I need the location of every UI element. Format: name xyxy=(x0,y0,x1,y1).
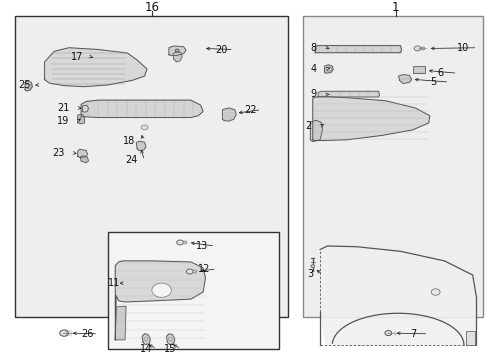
Text: 14: 14 xyxy=(140,344,152,354)
Text: 8: 8 xyxy=(310,43,316,53)
Polygon shape xyxy=(78,149,87,157)
Polygon shape xyxy=(222,108,236,121)
Circle shape xyxy=(60,330,68,336)
Polygon shape xyxy=(80,156,88,163)
Text: 23: 23 xyxy=(52,148,64,158)
Text: 17: 17 xyxy=(71,51,83,62)
Text: 24: 24 xyxy=(125,155,137,165)
Polygon shape xyxy=(82,105,88,112)
Text: 16: 16 xyxy=(144,1,159,14)
Polygon shape xyxy=(318,91,379,97)
Circle shape xyxy=(192,270,196,273)
Polygon shape xyxy=(115,306,126,340)
Text: 18: 18 xyxy=(122,135,135,145)
Text: 11: 11 xyxy=(108,278,120,288)
Circle shape xyxy=(141,125,148,130)
Circle shape xyxy=(413,46,420,51)
Bar xyxy=(412,66,425,72)
Polygon shape xyxy=(172,52,182,62)
Polygon shape xyxy=(320,246,475,345)
Text: 7: 7 xyxy=(409,329,416,339)
Circle shape xyxy=(186,269,193,274)
Polygon shape xyxy=(310,120,322,141)
Bar xyxy=(15,16,288,317)
Text: 3: 3 xyxy=(306,269,312,279)
Circle shape xyxy=(310,265,314,267)
Text: 4: 4 xyxy=(310,64,316,74)
Circle shape xyxy=(325,67,331,71)
Text: 21: 21 xyxy=(57,103,69,113)
Text: 5: 5 xyxy=(429,77,435,87)
Text: 19: 19 xyxy=(57,116,69,126)
Text: 9: 9 xyxy=(310,90,316,99)
Polygon shape xyxy=(166,334,174,345)
Text: 13: 13 xyxy=(195,241,207,251)
Circle shape xyxy=(152,283,171,297)
Text: 10: 10 xyxy=(456,43,468,53)
Bar xyxy=(108,232,278,349)
Circle shape xyxy=(168,338,172,341)
Text: 26: 26 xyxy=(81,329,93,339)
Circle shape xyxy=(420,47,424,50)
Polygon shape xyxy=(25,81,32,91)
Text: 1: 1 xyxy=(391,1,399,14)
Text: 22: 22 xyxy=(244,105,257,115)
Circle shape xyxy=(430,289,439,295)
Polygon shape xyxy=(142,334,150,345)
Text: 25: 25 xyxy=(19,80,31,90)
Circle shape xyxy=(384,330,391,336)
Bar xyxy=(466,331,474,345)
Text: 12: 12 xyxy=(198,264,210,274)
Text: 6: 6 xyxy=(436,68,442,78)
Polygon shape xyxy=(312,96,429,140)
Circle shape xyxy=(144,338,148,341)
Polygon shape xyxy=(398,75,411,84)
Polygon shape xyxy=(115,261,205,340)
Bar xyxy=(303,16,483,317)
Polygon shape xyxy=(81,100,203,117)
Text: 2: 2 xyxy=(305,121,311,131)
Circle shape xyxy=(176,240,183,245)
Polygon shape xyxy=(136,141,146,150)
Circle shape xyxy=(183,241,186,244)
Polygon shape xyxy=(78,114,84,124)
Polygon shape xyxy=(315,46,401,53)
Polygon shape xyxy=(324,65,332,73)
Circle shape xyxy=(25,84,31,89)
Text: 15: 15 xyxy=(163,344,176,354)
Circle shape xyxy=(175,49,179,52)
Polygon shape xyxy=(168,46,185,55)
Polygon shape xyxy=(44,48,147,87)
Text: 20: 20 xyxy=(215,45,227,54)
